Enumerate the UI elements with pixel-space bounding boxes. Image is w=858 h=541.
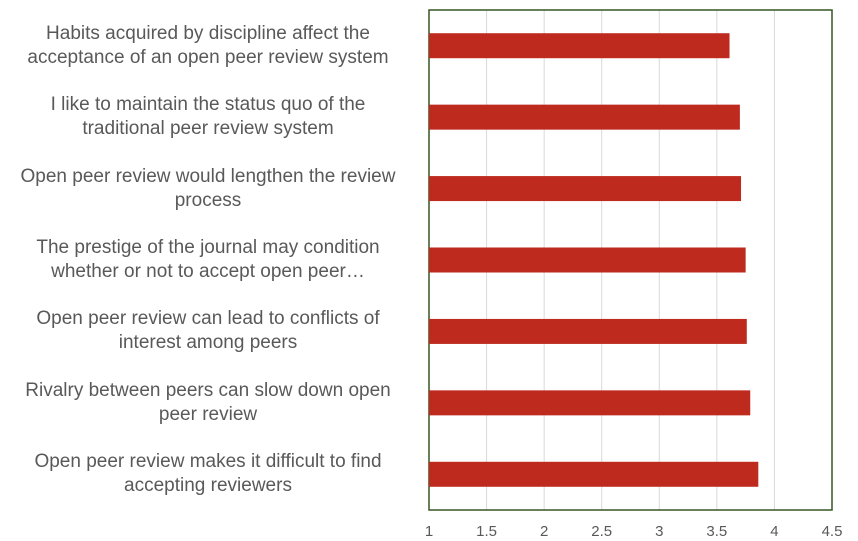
y-tick-label: Open peer review can lead to conflicts o… [0, 307, 408, 355]
x-tick-label: 1.5 [476, 523, 497, 540]
category-text: The prestige of the journal may conditio… [36, 237, 380, 282]
category-text: Open peer review can lead to conflicts o… [36, 308, 380, 354]
y-tick-label: Open peer review makes it difficult to f… [0, 450, 408, 498]
category-text: I like to maintain the status quo of the… [50, 94, 366, 140]
bar [429, 104, 740, 130]
bar [429, 247, 746, 273]
y-tick-label: Rivalry between peers can slow down open… [0, 379, 408, 427]
x-tick-label: 1 [425, 523, 433, 540]
y-tick-label: I like to maintain the status quo of the… [0, 93, 408, 141]
y-tick-label: Open peer review would lengthen the revi… [0, 165, 408, 213]
x-tick-label: 2 [540, 523, 548, 540]
x-tick-label: 4 [770, 523, 778, 540]
bar [429, 461, 759, 487]
category-text: Rivalry between peers can slow down open… [25, 379, 391, 425]
bar [429, 318, 747, 344]
bar [429, 33, 730, 59]
x-tick-label: 4.5 [822, 523, 843, 540]
y-tick-label: The prestige of the journal may conditio… [0, 236, 408, 284]
x-tick-label: 2.5 [591, 523, 612, 540]
bar [429, 390, 751, 416]
category-text: Open peer review makes it difficult to f… [34, 451, 382, 497]
bar [429, 176, 742, 202]
x-tick-label: 3.5 [706, 523, 727, 540]
x-tick-label: 3 [655, 523, 663, 540]
y-tick-label: Habits acquired by discipline affect the… [0, 22, 408, 70]
category-text: Habits acquired by discipline affect the… [27, 22, 389, 68]
category-text: Open peer review would lengthen the revi… [20, 165, 396, 211]
